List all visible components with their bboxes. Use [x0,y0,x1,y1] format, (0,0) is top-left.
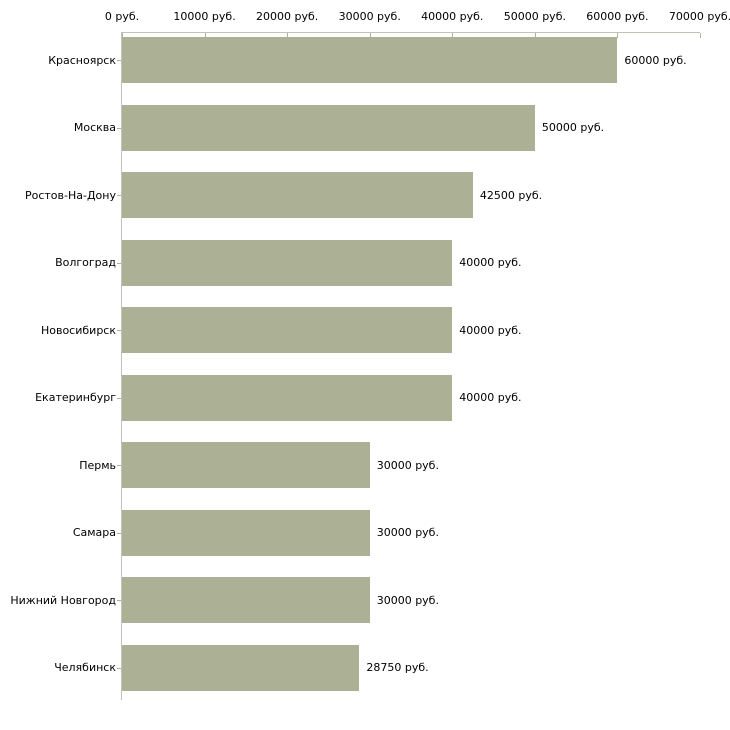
category-label: Самара [72,526,116,540]
x-tick-mark [369,33,371,38]
bar-value-label: 50000 руб. [541,121,605,135]
y-tick-mark [117,127,121,129]
bar [122,442,370,489]
category-label: Ростов-На-Дону [24,188,116,202]
bar-value-label: 30000 руб. [376,593,439,607]
x-tick-label: 10000 руб. [173,10,236,23]
y-tick-mark [117,397,121,399]
category-label: Москва [73,121,116,135]
bar [122,172,473,219]
x-tick-mark [534,33,536,38]
bar-value-label: 30000 руб. [376,458,439,472]
y-tick-mark [117,330,121,332]
bar-value-label: 42500 руб. [479,188,543,202]
bar-value-label: 30000 руб. [376,526,439,540]
x-tick-mark [617,33,619,38]
x-tick-label: 0 руб. [104,10,140,23]
bar [122,239,453,286]
category-label: Пермь [79,458,116,472]
category-label: Новосибирск [40,323,116,337]
x-tick-label: 70000 руб. [668,10,730,23]
bar-value-label: 40000 руб. [459,256,522,270]
bar [122,37,618,83]
y-axis-line [121,32,122,700]
bar-value-label: 28750 руб. [366,661,429,675]
y-tick-mark [117,532,121,534]
x-tick-mark [452,33,454,38]
bar [122,307,453,354]
x-tick-label: 20000 руб. [255,10,319,23]
y-tick-mark [117,195,121,197]
category-label: Волгоград [55,256,116,270]
bar-value-label: 40000 руб. [459,323,522,337]
y-tick-mark [117,60,121,61]
x-axis-line [122,32,700,33]
x-tick-mark [699,33,701,38]
y-tick-mark [117,667,121,669]
bar-value-label: 40000 руб. [459,391,522,405]
category-label: Челябинск [54,661,116,675]
bar-value-label: 60000 руб. [624,53,687,67]
x-tick-label: 60000 руб. [586,10,649,23]
bar [122,644,360,691]
y-tick-mark [117,262,121,264]
x-tick-label: 50000 руб. [503,10,566,23]
category-label: Екатеринбург [35,391,116,405]
bar [122,374,453,421]
x-tick-mark [122,33,123,38]
x-tick-mark [287,33,289,38]
y-tick-mark [117,465,121,467]
bar [122,577,370,624]
category-label: Красноярск [48,53,116,67]
x-tick-mark [204,33,206,38]
category-label: Нижний Новгород [10,593,116,607]
x-tick-label: 40000 руб. [421,10,484,23]
bar [122,104,535,151]
x-tick-label: 30000 руб. [338,10,401,23]
bar [122,509,370,556]
y-tick-mark [117,600,121,602]
